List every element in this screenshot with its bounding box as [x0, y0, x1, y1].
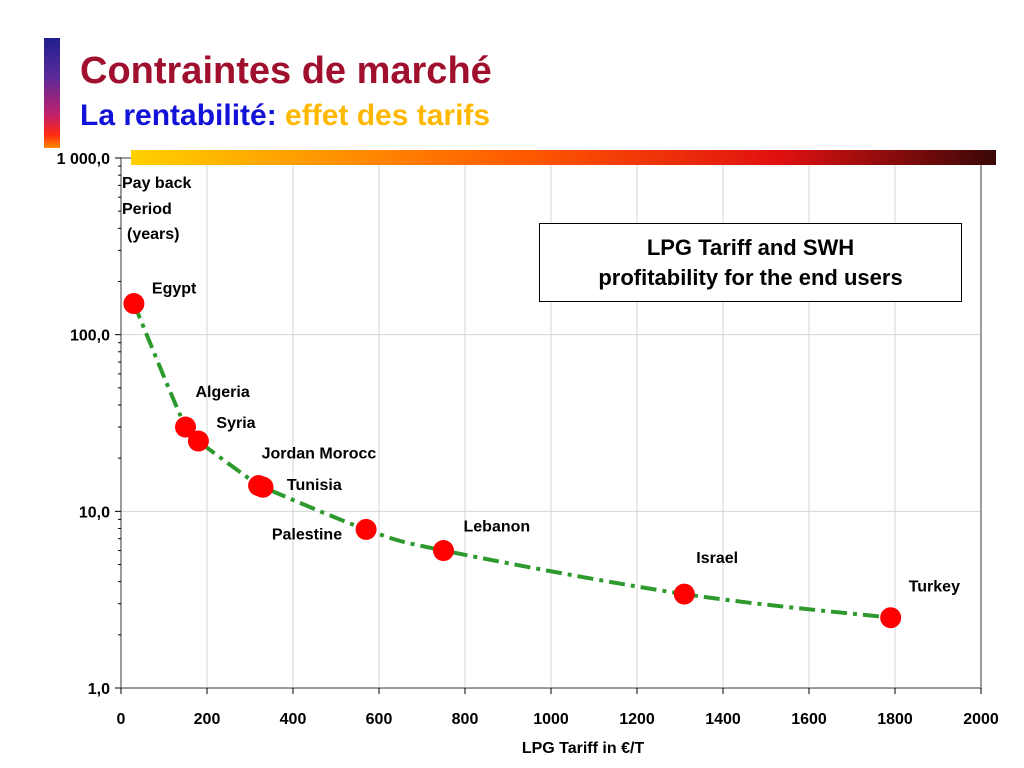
data-point — [880, 607, 902, 629]
point-label: Syria — [216, 415, 255, 432]
data-points — [123, 293, 902, 629]
annotation-line-2: profitability for the end users — [598, 264, 903, 290]
x-tick-label: 1400 — [705, 711, 741, 728]
x-tick-label: 1000 — [533, 711, 569, 728]
data-point — [123, 293, 145, 315]
y-tick-label: 1,0 — [88, 681, 110, 698]
point-label: Turkey — [909, 579, 960, 596]
point-label: Egypt — [152, 281, 197, 298]
top-gradient-bar — [131, 150, 996, 165]
y-axis-title-line: Period — [122, 201, 172, 218]
slide-title: Contraintes de marché — [80, 50, 492, 92]
x-tick-label: 400 — [280, 711, 307, 728]
data-point — [355, 518, 377, 540]
point-label: Jordan Morocc — [262, 446, 377, 463]
x-tick-label: 2000 — [963, 711, 999, 728]
point-label: Palestine — [272, 526, 342, 543]
x-tick-label: 800 — [452, 711, 479, 728]
x-tick-label: 1200 — [619, 711, 655, 728]
decorative-gradient-bar — [44, 38, 60, 148]
point-label: Tunisia — [287, 477, 342, 494]
y-tick-label: 100,0 — [70, 328, 110, 345]
data-point — [187, 430, 209, 452]
annotation-line-1: LPG Tariff and SWH — [646, 234, 855, 260]
trend-line — [132, 302, 891, 620]
x-tick-label: 200 — [194, 711, 221, 728]
axes: 1,0 10,0 100,0 1 000,0 0 200 400 600 800 1000 1200… — [57, 151, 999, 728]
x-tick-label: 1800 — [877, 711, 913, 728]
annotation-box: LPG Tariff and SWH profitability for the… — [539, 223, 962, 302]
data-point — [175, 416, 196, 438]
point-label: Algeria — [196, 384, 250, 401]
data-point — [433, 540, 454, 562]
y-axis-title-line: Pay back — [122, 175, 191, 192]
subtitle-part-2: effet des tarifs — [285, 99, 491, 132]
slide-subtitle: La rentabilité: effet des tarifs — [80, 101, 490, 131]
x-axis-title: LPG Tariff in €/T — [522, 740, 645, 757]
x-tick-label: 1600 — [791, 711, 827, 728]
y-axis-title: Pay back Period (years) — [122, 175, 191, 243]
grid-lines — [121, 158, 981, 688]
y-axis-title-line: (years) — [127, 226, 179, 243]
y-tick-label: 10,0 — [79, 504, 110, 521]
point-labels: Egypt Algeria Syria Jordan Morocc Tunisia Pal… — [152, 281, 960, 596]
point-label: Israel — [696, 550, 738, 567]
x-tick-label: 0 — [117, 711, 126, 728]
data-point — [673, 583, 695, 605]
x-tick-label: 600 — [366, 711, 393, 728]
point-label: Lebanon — [464, 519, 531, 536]
y-tick-label: 1 000,0 — [57, 151, 110, 168]
data-point — [252, 476, 274, 498]
subtitle-part-1: La rentabilité: — [80, 99, 277, 132]
